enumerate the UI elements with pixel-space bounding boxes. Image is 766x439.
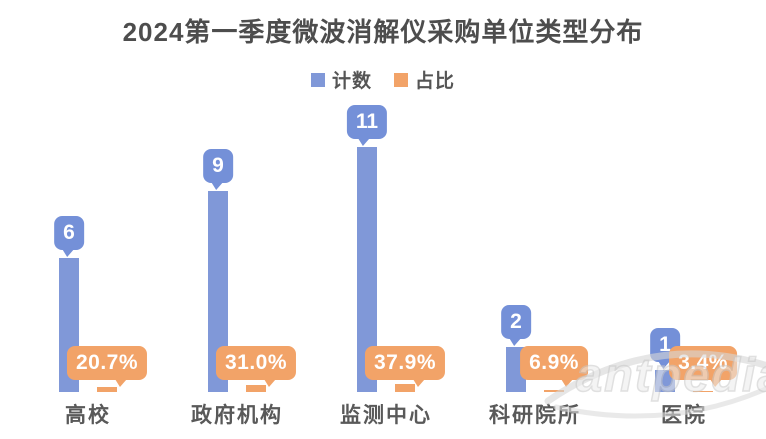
- category-label: 医院: [661, 404, 707, 427]
- percent-callout: 37.9%: [364, 346, 446, 387]
- category-label: 科研院所: [489, 404, 581, 427]
- percent-callout: 3.4%: [669, 346, 737, 387]
- percent-callout: 20.7%: [66, 346, 148, 387]
- category-label: 高校: [65, 404, 111, 427]
- count-callout: 6: [54, 216, 84, 257]
- category-label: 监测中心: [340, 404, 432, 427]
- percent-callout: 31.0%: [215, 346, 297, 387]
- category-label: 政府机构: [191, 404, 283, 427]
- percent-callout: 6.9%: [520, 346, 588, 387]
- count-bar: [208, 191, 228, 392]
- chart-title: 2024第一季度微波消解仪采购单位类型分布: [122, 17, 644, 47]
- percent-bar: [97, 387, 117, 392]
- legend-percent-swatch: [394, 72, 408, 87]
- count-callout: 2: [501, 305, 531, 346]
- count-callout: 9: [203, 149, 233, 190]
- percent-bar: [693, 391, 713, 392]
- legend-count-swatch: [310, 72, 325, 87]
- legend-percent-label: 占比: [415, 71, 456, 92]
- percent-bar: [544, 390, 564, 392]
- percent-bar: [395, 384, 415, 392]
- legend-count-label: 计数: [331, 71, 372, 92]
- chart-legend: 计数 占比: [0, 66, 766, 93]
- count-callout: 11: [346, 105, 388, 146]
- count-bar: [357, 147, 377, 392]
- percent-bar: [246, 385, 266, 392]
